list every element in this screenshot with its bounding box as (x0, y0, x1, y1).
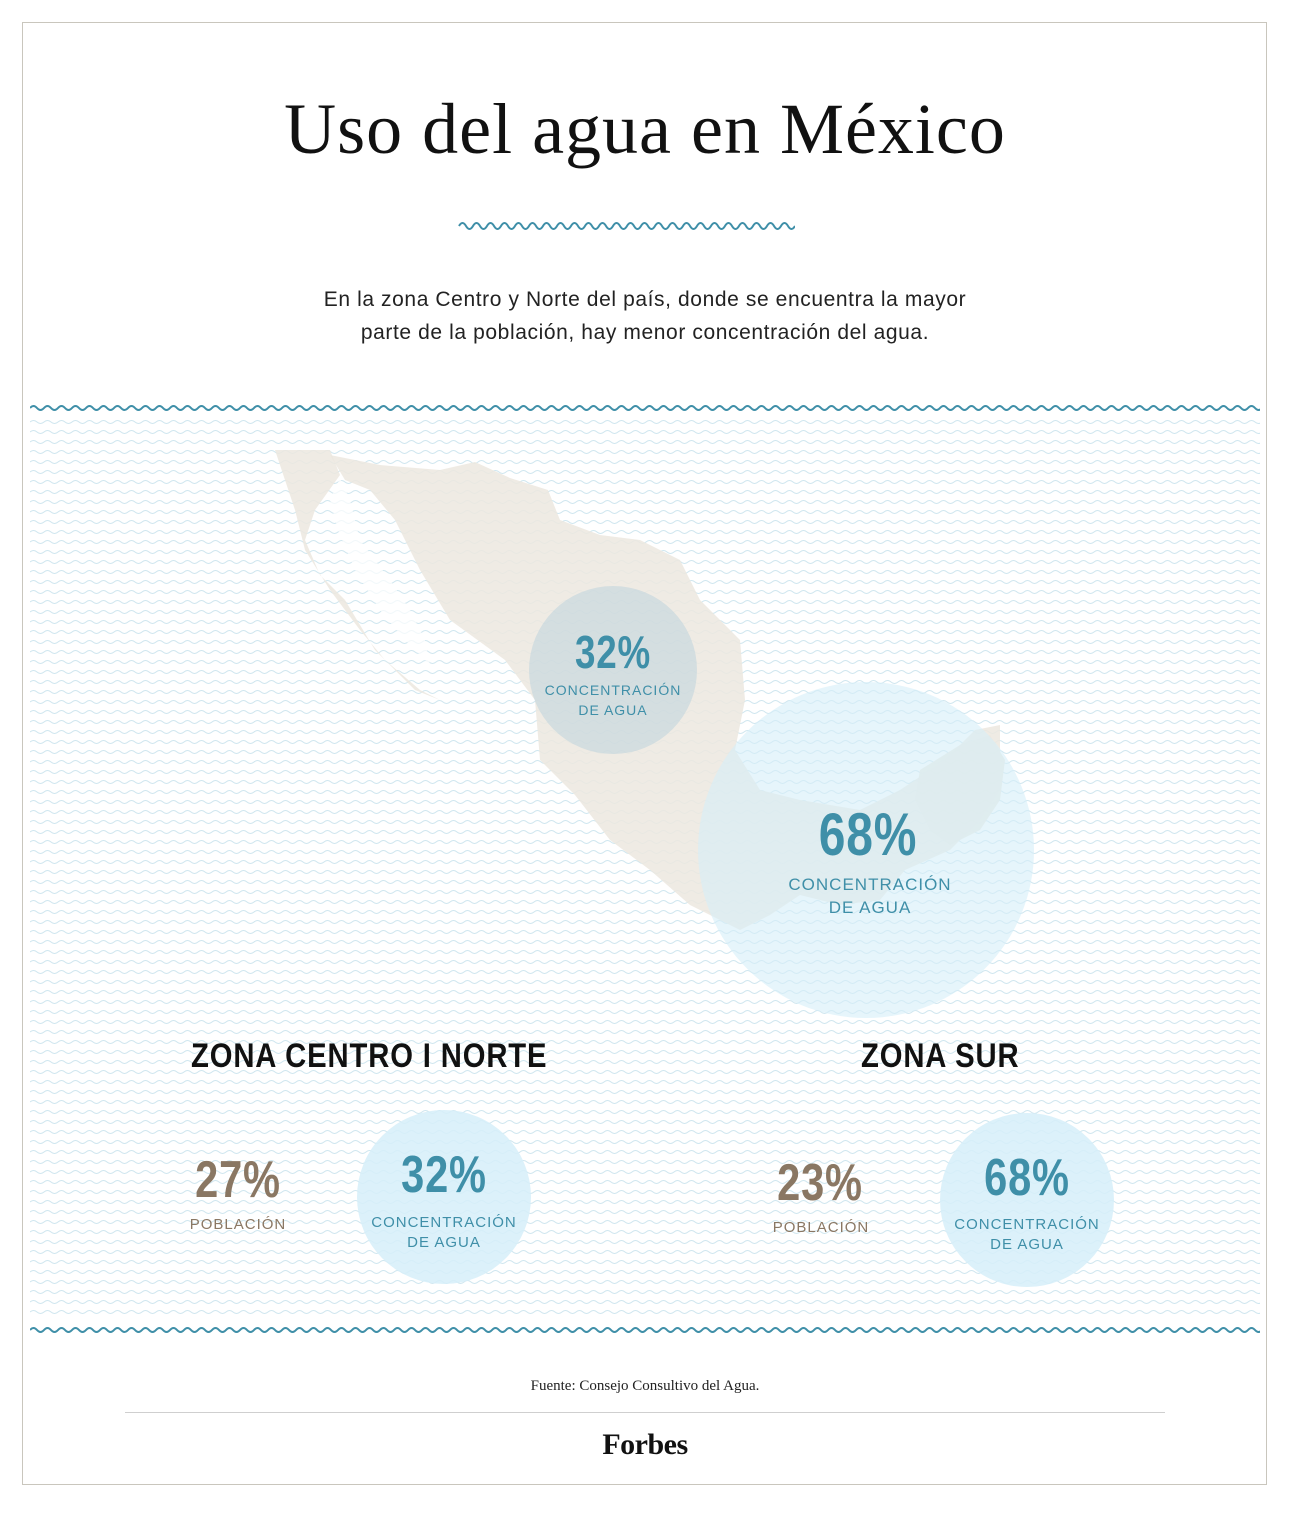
circle-zona-norte-stat (357, 1110, 531, 1284)
map-sur-value: 68% (818, 801, 918, 868)
centro-norte-agua-label: CONCENTRACIÓN DE AGUA (364, 1213, 524, 1253)
sur-agua-value: 68% (984, 1149, 1070, 1207)
circle-zona-sur-stat (940, 1113, 1114, 1287)
circle-zona-sur-map (698, 682, 1034, 1018)
zone-title-sur: ZONA SUR (861, 1037, 1020, 1075)
forbes-logo: Forbes (602, 1428, 688, 1461)
centro-norte-poblacion-label: POBLACIÓN (189, 1216, 287, 1233)
map-sur-label: CONCENTRACIÓN DE AGUA (770, 873, 970, 919)
intro-text-line-1: En la zona Centro y Norte del país, dond… (323, 288, 967, 311)
intro-text-line-2: parte de la población, hay menor concent… (360, 321, 930, 344)
centro-norte-agua-value: 32% (401, 1146, 487, 1204)
centro-norte-agua-label-line-2: DE AGUA (407, 1234, 481, 1251)
intro-text: En la zona Centro y Norte del país, dond… (0, 283, 1290, 349)
footer-divider (125, 1412, 1165, 1413)
map-sur-label-line-1: CONCENTRACIÓN (788, 875, 952, 894)
centro-norte-agua-label-line-1: CONCENTRACIÓN (371, 1214, 517, 1231)
title-wave-divider (458, 222, 795, 230)
centro-norte-poblacion-value: 27% (195, 1151, 281, 1209)
baja-california-shape (275, 450, 440, 700)
map-norte-label-line-1: CONCENTRACIÓN (544, 682, 682, 698)
sur-poblacion-value: 23% (777, 1154, 863, 1212)
sur-agua-label-line-1: CONCENTRACIÓN (954, 1216, 1100, 1233)
map-norte-label-line-2: DE AGUA (578, 702, 648, 718)
map-norte-label: CONCENTRACIÓN DE AGUA (533, 680, 693, 720)
map-norte-value: 32% (574, 626, 652, 678)
sur-poblacion-label: POBLACIÓN (772, 1219, 870, 1236)
sur-agua-label-line-2: DE AGUA (990, 1236, 1064, 1253)
circle-zona-norte-map (529, 586, 697, 754)
page-title: Uso del agua en México (284, 89, 1006, 169)
source-note: Fuente: Consejo Consultivo del Agua. (530, 1378, 760, 1394)
sur-agua-label: CONCENTRACIÓN DE AGUA (947, 1215, 1107, 1255)
zone-title-centro-norte: ZONA CENTRO I NORTE (191, 1037, 548, 1075)
map-sur-label-line-2: DE AGUA (828, 898, 912, 917)
gulf-of-california-shape (330, 478, 430, 665)
